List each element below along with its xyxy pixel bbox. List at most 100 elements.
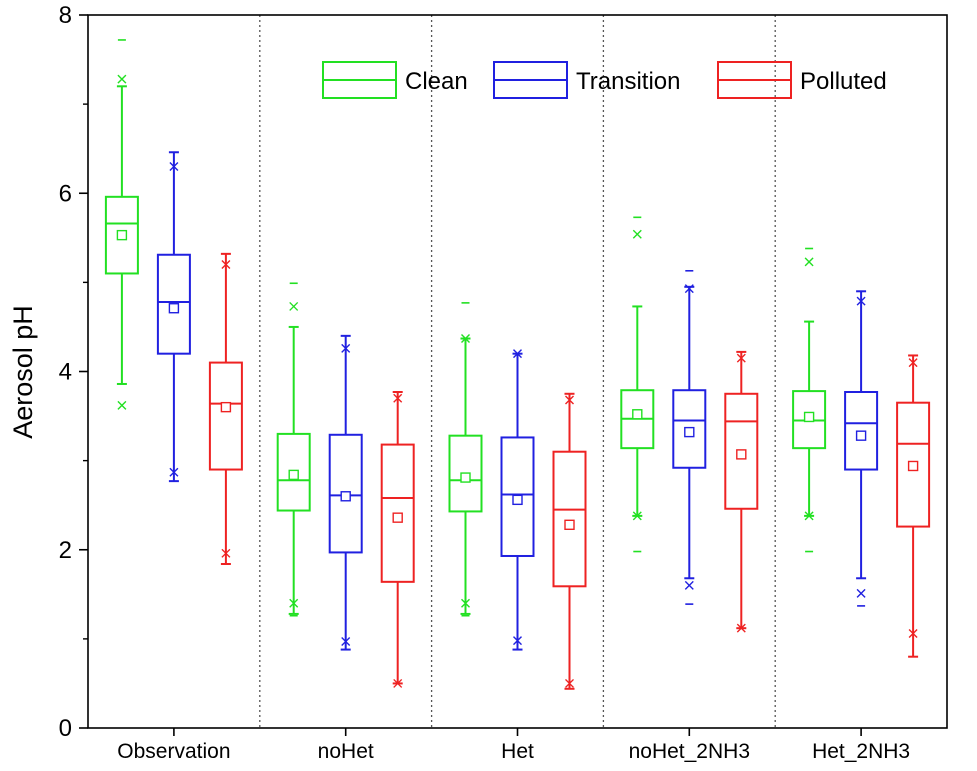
x-stroke <box>684 580 694 590</box>
mean-marker <box>288 469 299 481</box>
mean-marker <box>340 491 351 502</box>
x-stroke <box>736 623 746 633</box>
x-stroke <box>169 467 179 477</box>
iqr-box <box>724 392 759 510</box>
x-stroke <box>513 349 522 359</box>
box-transition-het <box>500 349 535 651</box>
box-clean-nohet_2nh3 <box>620 216 655 553</box>
box-polluted-observation <box>208 252 243 566</box>
mean-marker <box>116 229 128 241</box>
x-stroke <box>684 284 694 294</box>
upper-percentile-marker <box>736 353 746 363</box>
upper-percentile-marker <box>684 284 694 294</box>
mean-marker <box>168 303 180 314</box>
x-axis: Observation noHet Het noHet_2NH3 Het_2NH3 <box>117 728 910 763</box>
iqr-box <box>500 436 535 557</box>
x-category-label: Het <box>501 740 534 763</box>
iqr-box <box>276 432 311 512</box>
x-stroke <box>289 301 299 311</box>
lower-percentile-marker <box>856 588 866 598</box>
x-stroke <box>736 353 746 363</box>
mean-marker <box>220 401 232 413</box>
iqr-box <box>104 195 139 275</box>
upper-percentile-marker <box>461 334 470 344</box>
box-transition-observation <box>156 151 191 483</box>
legend-label: Clean <box>405 68 468 95</box>
lower-percentile-marker <box>684 580 694 590</box>
box-transition-nohet <box>328 334 363 651</box>
lower-percentile-marker <box>804 511 814 521</box>
x-stroke <box>461 334 470 344</box>
lower-percentile-marker <box>117 400 127 410</box>
mean-marker <box>564 519 575 530</box>
upper-percentile-marker <box>565 395 574 405</box>
x-category-label: Het_2NH3 <box>812 740 910 763</box>
mean-marker <box>392 512 403 523</box>
box-polluted-het <box>552 392 587 690</box>
legend-item-polluted: Polluted <box>717 61 887 99</box>
lower-percentile-marker <box>289 598 299 608</box>
x-stroke <box>804 257 814 267</box>
x-stroke <box>632 511 642 521</box>
lower-percentile-marker <box>565 678 574 688</box>
box-polluted-het_2nh3 <box>896 354 931 658</box>
upper-percentile-marker <box>632 229 642 239</box>
lower-percentile-marker <box>341 637 351 647</box>
x-stroke <box>513 636 522 646</box>
box-clean-het_2nh3 <box>792 247 827 553</box>
upper-percentile-marker <box>341 343 351 353</box>
lower-percentile-marker <box>393 678 403 688</box>
mean-marker <box>736 449 747 460</box>
box-clean-nohet <box>276 282 311 617</box>
y-tick-label: 4 <box>59 359 72 386</box>
x-stroke <box>341 343 351 353</box>
y-tick-label: 8 <box>59 2 72 29</box>
plot-area <box>104 39 931 690</box>
x-stroke <box>461 598 470 608</box>
box-polluted-nohet_2nh3 <box>724 350 759 633</box>
x-stroke <box>341 637 351 647</box>
mean-marker <box>855 430 867 441</box>
lower-percentile-marker <box>632 511 642 521</box>
x-stroke <box>221 548 231 558</box>
x-category-label: Observation <box>117 740 230 763</box>
legend-label: Polluted <box>800 68 887 95</box>
lower-percentile-marker <box>908 629 918 639</box>
x-stroke <box>117 74 127 84</box>
upper-percentile-marker <box>856 296 866 306</box>
x-category-label: noHet_2NH3 <box>629 740 750 763</box>
iqr-box <box>448 434 483 513</box>
iqr-box <box>552 450 587 588</box>
lower-percentile-marker <box>221 548 231 558</box>
upper-percentile-marker <box>117 74 127 84</box>
legend: Clean Transition Polluted <box>322 61 887 99</box>
x-stroke <box>565 395 574 405</box>
iqr-box <box>328 433 363 554</box>
x-stroke <box>908 629 918 639</box>
mean-marker <box>632 409 643 420</box>
group-separators <box>259 15 776 728</box>
iqr-box <box>672 389 707 469</box>
y-axis-title: Aerosol pH <box>8 305 38 439</box>
mean-marker <box>684 426 695 438</box>
y-tick-label: 6 <box>59 180 72 207</box>
box-transition-het_2nh3 <box>844 290 879 607</box>
mean-marker <box>460 472 471 483</box>
upper-percentile-marker <box>169 162 179 172</box>
y-axis: 0 2 4 6 8 <box>59 2 88 742</box>
iqr-box <box>844 390 879 471</box>
upper-percentile-marker <box>221 260 231 270</box>
box-clean-het <box>448 302 483 617</box>
x-stroke <box>289 598 299 608</box>
y-tick-label: 2 <box>59 537 72 564</box>
x-stroke <box>856 296 866 306</box>
upper-percentile-marker <box>513 349 522 359</box>
y-tick-label: 0 <box>59 715 72 742</box>
legend-item-clean: Clean <box>322 61 468 99</box>
upper-percentile-marker <box>393 393 403 403</box>
legend-label: Transition <box>576 68 680 95</box>
mean-marker <box>803 411 815 423</box>
lower-percentile-marker <box>461 598 470 608</box>
x-stroke <box>804 511 814 521</box>
